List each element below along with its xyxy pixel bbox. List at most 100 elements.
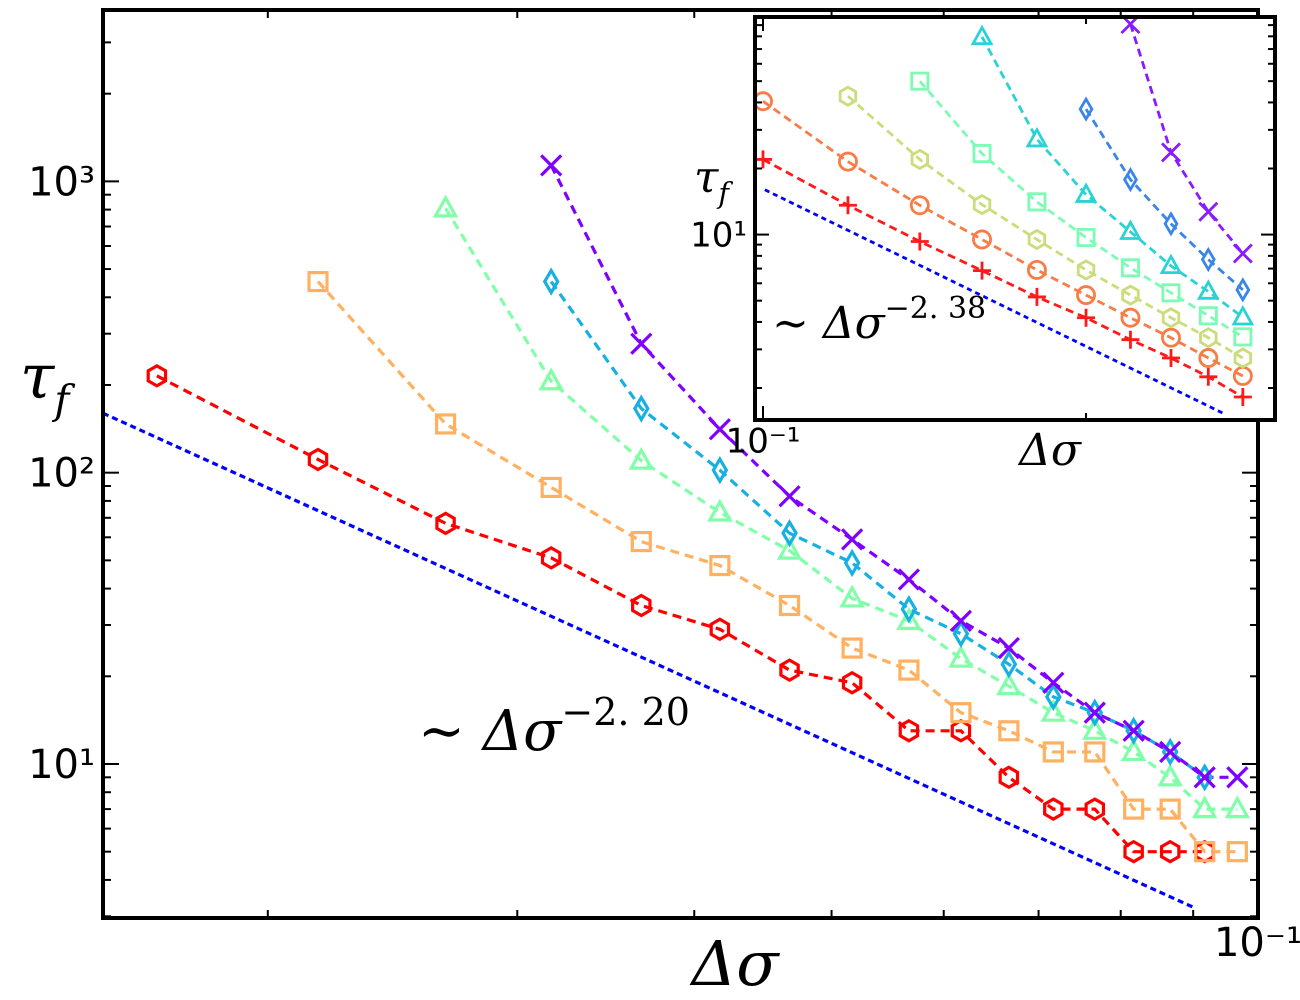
marker [1076, 259, 1096, 281]
marker [1121, 284, 1140, 306]
marker [1077, 308, 1096, 327]
marker [1161, 307, 1181, 329]
annotation-text: ∼ Δσ [418, 699, 563, 764]
marker [898, 718, 920, 743]
y-label-subscript: f [716, 176, 733, 210]
marker [707, 498, 733, 522]
series-group [103, 154, 1251, 910]
marker [1162, 349, 1180, 368]
marker [1027, 192, 1047, 212]
marker [1027, 287, 1046, 306]
marker [631, 593, 652, 618]
x-axis-label: Δσ [689, 927, 780, 1000]
marker [898, 659, 920, 681]
annotation-exponent: −2. 38 [885, 291, 986, 326]
marker [1161, 327, 1181, 348]
x-tick-label: 10⁻¹ [1214, 920, 1300, 966]
series-group [755, 17, 1255, 416]
marker [781, 519, 798, 548]
marker [897, 568, 921, 591]
y-tick-label: 10¹ [690, 215, 747, 255]
marker [910, 232, 929, 251]
marker [950, 702, 972, 724]
marker [1233, 347, 1253, 369]
marker [948, 644, 974, 668]
marker [1233, 388, 1252, 407]
marker [538, 367, 564, 391]
marker [972, 144, 992, 164]
marker [632, 394, 650, 423]
marker [997, 636, 1020, 660]
marker [840, 528, 864, 551]
series-line [847, 95, 1244, 360]
marker [1043, 797, 1064, 821]
marker [998, 720, 1020, 742]
marker [540, 476, 562, 499]
marker [1074, 182, 1098, 203]
marker [1159, 740, 1182, 764]
marker [973, 261, 992, 280]
axes-frame [753, 15, 1277, 422]
marker [1076, 227, 1096, 247]
marker [1042, 741, 1064, 763]
marker [1163, 211, 1179, 237]
marker [540, 546, 562, 570]
marker [1191, 795, 1218, 819]
marker [970, 24, 994, 46]
series-line [1129, 23, 1244, 255]
marker [838, 196, 857, 215]
marker [1123, 839, 1144, 864]
marker [778, 594, 801, 617]
marker [1082, 716, 1108, 740]
marker [1194, 841, 1216, 863]
marker [1157, 763, 1183, 787]
y-label-symbol: τ [20, 340, 56, 413]
marker [1232, 243, 1253, 264]
y-tick-label: 10³ [28, 159, 95, 205]
marker [998, 765, 1020, 790]
marker [838, 151, 858, 172]
marker [1198, 348, 1219, 368]
marker [1027, 228, 1047, 251]
marker [1026, 260, 1047, 280]
marker [630, 530, 652, 553]
marker [1120, 258, 1140, 278]
marker [711, 456, 729, 485]
marker [1084, 741, 1106, 763]
marker [1198, 306, 1218, 326]
x-axis-label: Δσ [1017, 425, 1083, 476]
series-line [762, 158, 1244, 399]
series-line [549, 164, 1238, 779]
marker [843, 548, 861, 578]
marker [1193, 766, 1216, 789]
marker [1159, 839, 1181, 864]
marker [896, 607, 922, 630]
marker [1078, 96, 1094, 122]
marker [1040, 698, 1067, 722]
marker [1042, 671, 1065, 694]
marker [1084, 797, 1106, 821]
x-tick-label: 10⁻¹ [726, 421, 801, 461]
y-tick-label: 10² [28, 451, 95, 497]
marker [1161, 142, 1181, 163]
marker [1121, 330, 1140, 349]
marker [838, 85, 858, 107]
marker [1159, 253, 1183, 275]
marker [1226, 841, 1248, 863]
marker [1159, 798, 1181, 820]
marker [1196, 279, 1220, 300]
marker [307, 270, 329, 293]
series-line [1084, 108, 1244, 291]
annotation: ∼ Δσ−2. 20 [418, 690, 690, 764]
marker [542, 267, 560, 296]
marker [1120, 307, 1141, 328]
marker [1199, 367, 1218, 386]
marker [708, 418, 732, 441]
marker [996, 672, 1022, 696]
marker [1025, 126, 1049, 148]
marker [1200, 246, 1216, 273]
y-label-subscript: f [51, 377, 75, 424]
